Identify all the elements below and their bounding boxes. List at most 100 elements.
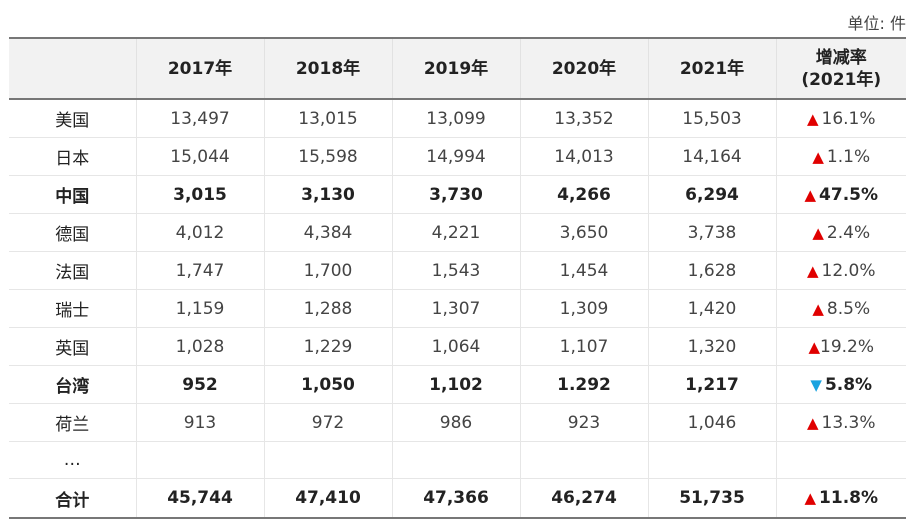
value-cell: 1,229 [263,327,392,366]
value-cell: 1,046 [647,403,776,442]
growth-rate-value: 1.1% [826,146,871,167]
table-row: 中国 3,015 3,130 3,730 4,266 6,294 ▲ 47.5% [9,175,906,214]
value-cell: 986 [391,403,520,442]
header-growth-rate-year: (2021年) [801,69,882,90]
value-cell: 3,130 [263,175,392,214]
total-label-cell: 合计 [9,478,136,519]
value-cell: 1,107 [519,327,648,366]
triangle-up-icon: ▲ [808,337,821,356]
total-value-cell: 47,366 [391,478,520,519]
value-cell: 1.292 [519,365,648,404]
value-cell: 14,013 [519,137,648,176]
value-cell: 4,221 [391,213,520,252]
table-row: 德国 4,012 4,384 4,221 3,650 3,738 ▲ 2.4% [9,213,906,252]
growth-rate-cell: ▲ 11.8% [775,478,906,519]
value-cell: 1,543 [391,251,520,290]
value-cell: 972 [263,403,392,442]
growth-rate-cell: ▲ 47.5% [775,175,906,214]
total-value-cell: 45,744 [135,478,264,519]
value-cell: 3,650 [519,213,648,252]
total-value-cell: 51,735 [647,478,776,519]
value-cell: 3,015 [135,175,264,214]
table-row: 台湾 952 1,050 1,102 1.292 1,217 ▼ 5.8% [9,365,906,404]
growth-rate-cell: ▼ 5.8% [775,365,906,404]
value-cell: 923 [519,403,648,442]
value-cell: 1,064 [391,327,520,366]
value-cell: 13,352 [519,99,648,138]
triangle-up-icon: ▲ [804,489,817,507]
table-header-row: 2017年 2018年 2019年 2020年 2021年 增减率 (2021年… [9,37,906,100]
country-name-cell: 台湾 [9,365,136,404]
value-cell: 14,164 [647,137,776,176]
value-cell: 1,288 [263,289,392,328]
country-name-cell: 美国 [9,99,136,138]
country-name-cell: 日本 [9,137,136,176]
value-cell: 1,747 [135,251,264,290]
growth-rate-cell: ▲ 8.5% [775,289,906,328]
header-growth-rate: 增减率 (2021年) [775,37,906,100]
ellipsis-row: … [9,441,906,479]
growth-rate-value: 47.5% [819,184,879,205]
table-row: 荷兰 913 972 986 923 1,046 ▲ 13.3% [9,403,906,442]
value-cell: 1,309 [519,289,648,328]
empty-cell [775,441,906,479]
growth-rate-cell: ▲ 16.1% [775,99,906,138]
country-name-cell: 瑞士 [9,289,136,328]
total-row: 合计 45,744 47,410 47,366 46,274 51,735 ▲ 11.8% [9,478,906,519]
growth-rate-value: 12.0% [821,260,876,281]
header-year-2021: 2021年 [647,37,776,100]
header-blank [9,37,136,100]
value-cell: 1,320 [647,327,776,366]
value-cell: 4,384 [263,213,392,252]
empty-cell [391,441,520,479]
growth-rate-value: 16.1% [821,108,876,129]
value-cell: 1,028 [135,327,264,366]
triangle-up-icon: ▲ [804,185,817,204]
table-row: 美国 13,497 13,015 13,099 13,352 15,503 ▲ 16.1% [9,99,906,138]
value-cell: 4,012 [135,213,264,252]
value-cell: 1,159 [135,289,264,328]
value-cell: 15,044 [135,137,264,176]
value-cell: 1,454 [519,251,648,290]
table-row: 瑞士 1,159 1,288 1,307 1,309 1,420 ▲ 8.5% [9,289,906,328]
header-year-2017: 2017年 [135,37,264,100]
country-name-cell: 荷兰 [9,403,136,442]
growth-rate-value: 19.2% [820,336,875,357]
value-cell: 14,994 [391,137,520,176]
empty-cell [647,441,776,479]
value-cell: 13,099 [391,99,520,138]
growth-rate-value: 13.3% [821,412,876,433]
value-cell: 1,307 [391,289,520,328]
import-statistics-table: 2017年 2018年 2019年 2020年 2021年 增减率 (2021年… [9,37,906,519]
value-cell: 913 [135,403,264,442]
growth-rate-cell: ▲ 2.4% [775,213,906,252]
value-cell: 1,217 [647,365,776,404]
country-name-cell: 英国 [9,327,136,366]
value-cell: 1,102 [391,365,520,404]
triangle-up-icon: ▲ [812,299,824,318]
empty-cell [135,441,264,479]
value-cell: 15,503 [647,99,776,138]
growth-rate-value: 2.4% [826,222,871,243]
table-row: 法国 1,747 1,700 1,543 1,454 1,628 ▲ 12.0% [9,251,906,290]
total-value-cell: 46,274 [519,478,648,519]
unit-label: 单位: 件 [847,14,906,33]
value-cell: 1,628 [647,251,776,290]
growth-rate-cell: ▲ 1.1% [775,137,906,176]
triangle-up-icon: ▲ [806,109,819,128]
triangle-up-icon: ▲ [812,147,824,166]
table-row: 英国 1,028 1,229 1,064 1,107 1,320 ▲19.2% [9,327,906,366]
triangle-up-icon: ▲ [806,261,819,280]
value-cell: 1,420 [647,289,776,328]
triangle-up-icon: ▲ [806,413,819,432]
value-cell: 4,266 [519,175,648,214]
value-cell: 13,497 [135,99,264,138]
country-name-cell: 德国 [9,213,136,252]
growth-rate-value: 11.8% [819,488,879,508]
ellipsis-cell: … [9,441,136,479]
value-cell: 952 [135,365,264,404]
empty-cell [263,441,392,479]
value-cell: 1,700 [263,251,392,290]
value-cell: 6,294 [647,175,776,214]
table-row: 日本 15,044 15,598 14,994 14,013 14,164 ▲ 1.1% [9,137,906,176]
